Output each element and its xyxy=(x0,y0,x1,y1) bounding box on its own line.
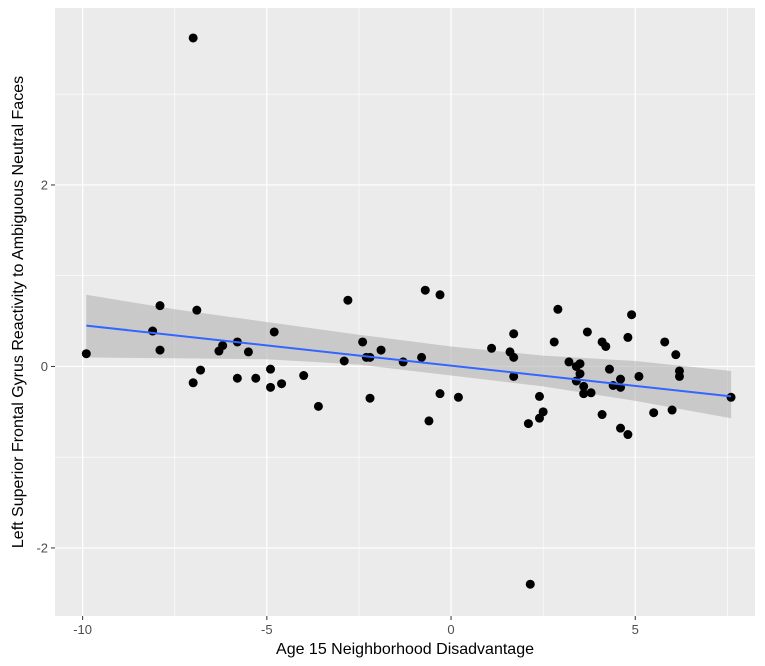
data-point xyxy=(627,310,637,320)
y-axis-ticks: -2 0 2 xyxy=(36,177,55,555)
data-point xyxy=(649,408,659,418)
data-point xyxy=(243,347,253,357)
data-point xyxy=(671,350,681,360)
data-point xyxy=(534,391,544,401)
data-point xyxy=(435,290,445,300)
data-point xyxy=(564,357,574,367)
data-point xyxy=(575,359,585,369)
data-point xyxy=(453,392,463,402)
data-point xyxy=(579,389,589,399)
y-tick-label: 2 xyxy=(41,177,48,192)
y-tick-label: -2 xyxy=(36,540,48,555)
data-point xyxy=(509,329,519,339)
data-point xyxy=(424,416,434,426)
x-tick-label: -5 xyxy=(261,622,273,637)
x-axis-ticks: -10 -5 0 5 xyxy=(73,616,639,637)
data-point xyxy=(623,332,633,342)
fit-line xyxy=(86,324,732,398)
x-tick-label: 0 xyxy=(447,622,454,637)
minor-gridlines xyxy=(55,8,755,616)
x-tick-label: 5 xyxy=(632,622,639,637)
data-point xyxy=(660,337,670,347)
data-point xyxy=(339,356,349,366)
data-point xyxy=(313,401,323,411)
data-point xyxy=(435,389,445,399)
data-point xyxy=(549,337,559,347)
data-point xyxy=(343,295,353,305)
data-point xyxy=(487,343,497,353)
data-point xyxy=(509,371,519,381)
data-point xyxy=(575,369,585,379)
data-point xyxy=(81,349,91,359)
data-point xyxy=(634,371,644,381)
y-tick-label: 0 xyxy=(41,359,48,374)
data-point xyxy=(604,364,614,374)
data-points xyxy=(81,33,736,589)
data-point xyxy=(188,378,198,388)
data-point xyxy=(192,305,202,315)
x-tick-label: -10 xyxy=(73,622,92,637)
data-point xyxy=(232,373,242,383)
data-point xyxy=(674,371,684,381)
data-point xyxy=(266,382,276,392)
data-point xyxy=(417,352,427,362)
major-gridlines xyxy=(55,8,755,616)
data-point xyxy=(269,327,279,337)
data-point xyxy=(420,285,430,295)
data-point xyxy=(365,393,375,403)
data-point xyxy=(155,301,165,311)
data-point xyxy=(597,410,607,420)
data-point xyxy=(277,379,287,389)
data-point xyxy=(196,365,206,375)
data-point xyxy=(376,345,386,355)
data-point xyxy=(579,381,589,391)
data-point xyxy=(266,364,276,374)
data-point xyxy=(509,352,519,362)
data-point xyxy=(218,341,228,351)
data-point xyxy=(726,392,736,402)
x-axis-title: Age 15 Neighborhood Disadvantage xyxy=(276,641,534,658)
data-point xyxy=(601,341,611,351)
y-axis-title: Left Superior Frontal Gyrus Reactivity t… xyxy=(10,76,27,548)
data-point xyxy=(251,373,261,383)
data-point xyxy=(623,430,633,440)
data-point xyxy=(553,304,563,314)
data-point xyxy=(667,405,677,415)
data-point xyxy=(525,579,535,589)
data-point xyxy=(582,327,592,337)
data-point xyxy=(188,33,198,43)
data-point xyxy=(299,371,309,381)
data-point xyxy=(616,423,626,433)
confidence-band xyxy=(86,294,732,419)
data-point xyxy=(586,388,596,398)
data-point xyxy=(616,374,626,384)
data-point xyxy=(398,357,408,367)
data-point xyxy=(358,337,368,347)
data-point xyxy=(523,419,533,429)
data-point xyxy=(538,407,548,417)
data-point xyxy=(155,345,165,355)
